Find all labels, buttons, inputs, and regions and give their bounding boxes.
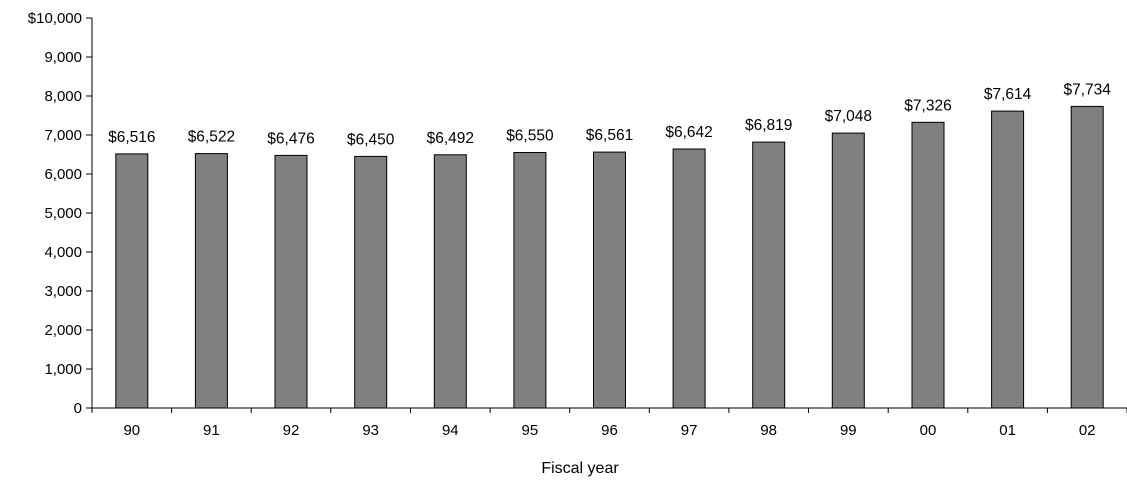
- y-tick-label-3000: 3,000: [44, 283, 82, 300]
- y-tick-label-2000: 2,000: [44, 322, 82, 339]
- x-tick-label-96: 96: [601, 422, 618, 439]
- bar-97: [672, 148, 706, 409]
- bar-92: [274, 154, 308, 409]
- x-tick-label-94: 94: [442, 422, 459, 439]
- x-tick-label-00: 00: [920, 422, 937, 439]
- x-tick-label-99: 99: [840, 422, 857, 439]
- data-label-90: $6,516: [108, 129, 155, 146]
- bar-00: [911, 121, 945, 409]
- data-label-02: $7,734: [1063, 81, 1111, 98]
- data-label-98: $6,819: [745, 117, 792, 134]
- bar-01: [991, 110, 1025, 409]
- y-tick-label-8000: 8,000: [44, 88, 82, 105]
- x-tick-label-98: 98: [760, 422, 777, 439]
- data-label-92: $6,476: [267, 130, 314, 147]
- bar-95: [513, 152, 547, 409]
- y-tick-label-0: 0: [74, 400, 82, 417]
- bar-98: [752, 141, 786, 409]
- y-tick-label-7000: 7,000: [44, 127, 82, 144]
- data-label-95: $6,550: [506, 128, 554, 145]
- x-tick-label-97: 97: [681, 422, 698, 439]
- data-label-93: $6,450: [347, 131, 395, 148]
- y-tick-label-5000: 5,000: [44, 205, 82, 222]
- y-tick-label-9000: 9,000: [44, 49, 82, 66]
- bar-90: [115, 153, 149, 409]
- x-tick-label-92: 92: [283, 422, 300, 439]
- bar-96: [593, 151, 626, 409]
- data-label-01: $7,614: [984, 86, 1032, 103]
- bar-91: [194, 153, 228, 409]
- data-label-91: $6,522: [188, 129, 235, 146]
- x-tick-label-91: 91: [203, 422, 220, 439]
- bars-layer: [115, 105, 1104, 409]
- x-tick-label-02: 02: [1079, 422, 1096, 439]
- bar-93: [354, 155, 388, 409]
- y-tick-label-6000: 6,000: [44, 166, 82, 183]
- bar-99: [831, 132, 865, 409]
- y-tick-label-1000: 1,000: [44, 361, 82, 378]
- x-tick-label-93: 93: [362, 422, 379, 439]
- data-label-99: $7,048: [825, 108, 872, 125]
- bar-02: [1070, 105, 1104, 409]
- data-labels-layer: $6,516 $6,522 $6,476 $6,450 $6,492 $6,550 $6,5…: [108, 81, 1111, 148]
- data-label-97: $6,642: [665, 124, 712, 141]
- data-label-94: $6,492: [427, 130, 474, 147]
- data-label-00: $7,326: [904, 97, 951, 114]
- x-axis-title: Fiscal year: [541, 460, 619, 477]
- y-tick-label-10000: $10,000: [28, 10, 82, 27]
- y-tick-label-4000: 4,000: [44, 244, 82, 261]
- x-tick-label-90: 90: [123, 422, 140, 439]
- x-tick-label-01: 01: [999, 422, 1016, 439]
- axes-layer: 90 91 92 93 94 95 96 97 98 99 00 01 02 0 1,000 2,000 3,0…: [28, 10, 1127, 439]
- x-tick-label-95: 95: [522, 422, 539, 439]
- data-label-96: $6,561: [586, 127, 633, 144]
- bar-94: [433, 154, 467, 409]
